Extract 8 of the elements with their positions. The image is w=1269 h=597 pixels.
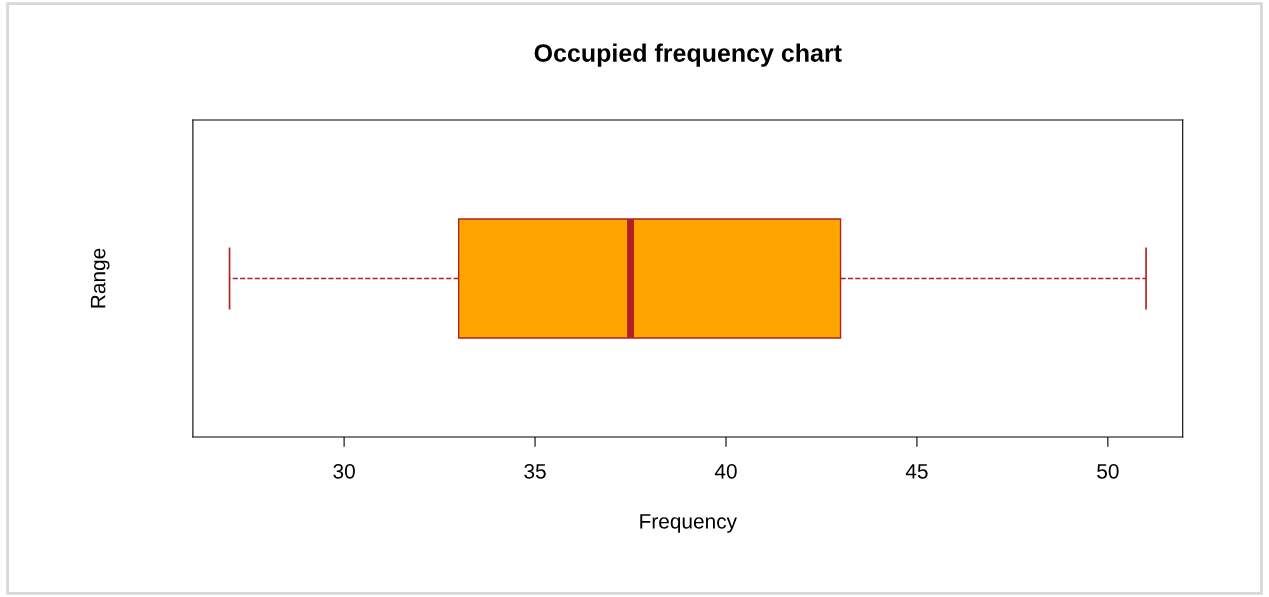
x-tick-label: 50 [1097, 463, 1119, 479]
x-tick-label: 30 [333, 463, 355, 479]
chart-title: Occupied frequency chart [534, 43, 842, 67]
x-axis-title: Frequency [640, 514, 737, 533]
x-tick-label: 40 [714, 463, 737, 479]
x-tick-label: 45 [905, 464, 928, 479]
x-tick-label: 35 [524, 463, 546, 479]
y-axis-title: Range [90, 248, 110, 308]
